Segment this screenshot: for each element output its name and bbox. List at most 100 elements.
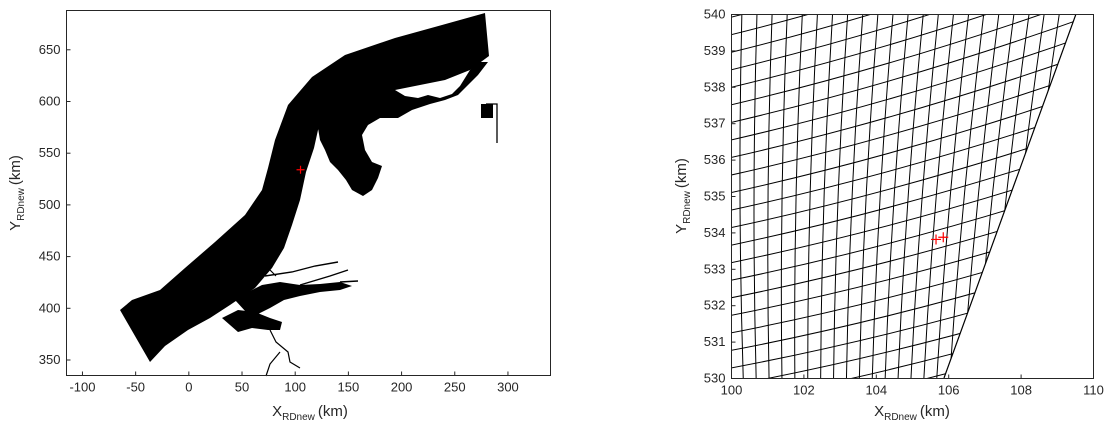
right-x-label-sub: RDnew [884, 412, 918, 423]
coastal-mesh-band [120, 13, 489, 362]
grid-line [726, 0, 731, 395]
grid-line [833, 14, 849, 378]
right-x-tick-label: 108 [1010, 383, 1032, 398]
river-branch-1 [264, 261, 339, 277]
left-y-tick-label: 650 [39, 42, 61, 57]
right-y-tick-label: 532 [704, 298, 726, 313]
left-y-tick-label: 400 [39, 300, 61, 315]
left-x-tick-label: 200 [391, 380, 413, 395]
right-x-label-unit: (km) [920, 403, 950, 420]
grid-line [845, 14, 864, 378]
left-x-axis-label: XRDnew (km) [272, 403, 348, 423]
left-plot: -100 -50 0 50 100 150 200 250 300 350 400 450 500 55… [7, 10, 551, 423]
right-y-label-unit: (km) [673, 158, 690, 188]
left-x-tick-label: -100 [69, 380, 95, 395]
river-branch-2 [299, 269, 349, 286]
right-red-markers [931, 232, 949, 245]
harbour-arm [486, 103, 498, 143]
wadden-sea-area [318, 62, 488, 196]
river-branch-6 [265, 351, 281, 377]
right-y-tick-label: 537 [704, 116, 726, 131]
right-y-tick-label: 539 [704, 43, 726, 58]
right-x-tick-label: 106 [938, 383, 960, 398]
grid-line [871, 14, 894, 378]
grid-line [739, 14, 744, 378]
right-y-tick-label: 531 [704, 334, 726, 349]
grid-line [794, 14, 803, 378]
grid-line [731, 14, 874, 53]
right-y-label-main: Y [673, 224, 690, 234]
grid-line [731, 14, 812, 36]
right-y-label-sub: RDnew [682, 190, 693, 224]
left-y-tick-label: 450 [39, 249, 61, 264]
right-y-tick-label: 538 [704, 79, 726, 94]
grid-line [897, 14, 924, 378]
left-y-tick-label: 350 [39, 352, 61, 367]
grid-line [731, 14, 1044, 106]
right-curvilinear-grid [720, 0, 1100, 395]
left-x-tick-label: 150 [338, 380, 360, 395]
red-plus-marker [938, 232, 949, 243]
left-y-label-unit: (km) [7, 155, 24, 185]
right-x-axis-label: XRDnew (km) [874, 403, 950, 423]
grid-line [858, 14, 879, 378]
right-y-tick-label: 536 [704, 152, 726, 167]
left-mesh [120, 13, 498, 377]
estuary-main [235, 282, 352, 314]
harbour-block [481, 104, 493, 118]
grid-line [807, 14, 818, 378]
right-y-tick-label: 535 [704, 189, 726, 204]
grid-boundary-line [943, 14, 1077, 378]
red-plus-marker [931, 234, 942, 245]
right-y-tick-label: 530 [704, 371, 726, 386]
left-x-label-sub: RDnew [282, 412, 316, 423]
left-y-ticks: 350 400 450 500 550 600 650 [39, 42, 71, 367]
left-x-tick-label: -50 [126, 380, 145, 395]
right-x-tick-label: 100 [721, 383, 743, 398]
estuary-south [222, 310, 282, 332]
left-y-tick-label: 550 [39, 145, 61, 160]
right-y-axis-label: YRDnew (km) [673, 158, 693, 234]
river-branch-3 [339, 280, 359, 283]
grid-line [753, 14, 758, 378]
right-y-tick-label: 533 [704, 261, 726, 276]
river-branch-5 [269, 329, 301, 369]
right-plot: 100 102 104 106 108 110 530 531 532 533 534 535 536… [673, 0, 1104, 424]
left-x-label-main: X [272, 403, 282, 420]
left-x-tick-label: 50 [235, 380, 249, 395]
left-x-label-unit: (km) [318, 403, 348, 420]
left-y-axis-label: YRDnew (km) [7, 155, 27, 231]
grid-line [731, 14, 990, 88]
left-x-tick-label: 250 [444, 380, 466, 395]
right-y-tick-label: 540 [704, 7, 726, 22]
left-y-tick-label: 600 [39, 93, 61, 108]
grid-line [731, 14, 1093, 123]
grid-line [731, 51, 1093, 159]
red-plus-marker [296, 165, 305, 174]
left-y-tick-label: 500 [39, 197, 61, 212]
right-x-tick-label: 110 [1083, 383, 1104, 398]
left-x-tick-label: 0 [185, 380, 192, 395]
left-x-tick-label: 100 [284, 380, 306, 395]
grid-line [720, 0, 1100, 3]
right-x-ticks: 100 102 104 106 108 110 [721, 374, 1104, 398]
left-y-label-main: Y [7, 221, 24, 231]
grid-line [884, 14, 909, 378]
left-axes-box [66, 10, 551, 376]
right-y-tick-label: 534 [704, 225, 726, 240]
grid-line [820, 14, 834, 378]
grid-line [936, 14, 970, 378]
left-x-ticks: -100 -50 0 50 100 150 200 250 300 [69, 371, 519, 395]
grid-line [731, 32, 1093, 141]
river-branch-4 [263, 261, 277, 277]
grid-line [731, 70, 1093, 176]
left-x-tick-label: 300 [497, 380, 519, 395]
right-x-label-main: X [874, 403, 884, 420]
left-y-label-sub: RDnew [16, 187, 27, 221]
grid-line [731, 14, 746, 18]
right-x-tick-label: 104 [865, 383, 887, 398]
right-y-ticks: 530 531 532 533 534 535 536 537 538 539 540 [704, 7, 736, 386]
grid-line [731, 14, 933, 71]
grid-outside-area [944, 14, 1093, 378]
